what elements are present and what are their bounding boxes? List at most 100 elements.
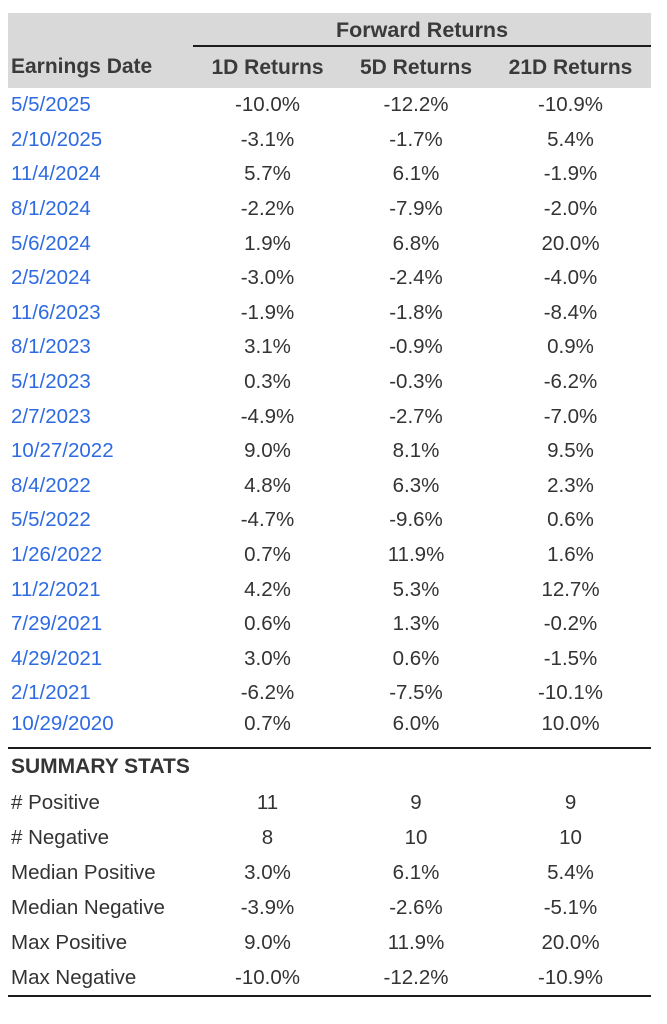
group-header-row: Forward Returns — [8, 13, 652, 47]
return-value-1d: -10.0% — [235, 93, 300, 117]
earnings-row: 5/5/2022 -4.7% -9.6% 0.6% — [8, 503, 651, 538]
summary-value-5d: 9 — [410, 791, 422, 815]
earnings-date-link[interactable]: 8/1/2023 — [11, 335, 91, 359]
return-value-21d: -7.0% — [543, 404, 598, 428]
return-value-5d: 11.9% — [387, 543, 445, 567]
summary-stat-row: Max Negative -10.0% -12.2% -10.9% — [8, 960, 652, 997]
return-value-21d: 1.6% — [547, 543, 594, 567]
earnings-date-cell: 10/29/2020 — [8, 711, 193, 748]
earnings-date-cell: 2/5/2024 — [8, 261, 193, 296]
summary-value-21d: -10.9% — [490, 960, 652, 997]
return-value-1d: -4.7% — [240, 508, 295, 532]
earnings-date-cell: 5/5/2025 — [8, 88, 193, 123]
return-value-21d: -1.5% — [543, 646, 598, 670]
return-value-5d: -1.8% — [389, 300, 443, 324]
return-value-1d: 0.3% — [244, 370, 291, 394]
earnings-date-cell: 5/6/2024 — [8, 226, 193, 261]
summary-value-1d: 9.0% — [244, 931, 291, 955]
earnings-date-cell: 5/5/2022 — [8, 503, 193, 538]
return-value-5d: -1.7% — [389, 127, 443, 151]
earnings-date-link[interactable]: 1/26/2022 — [11, 543, 103, 567]
earnings-date-link[interactable]: 11/6/2023 — [11, 300, 101, 324]
earnings-date-link[interactable]: 11/4/2024 — [11, 162, 101, 186]
earnings-date-link[interactable]: 2/5/2024 — [11, 266, 91, 290]
summary-stats-heading: SUMMARY STATS — [8, 746, 652, 786]
return-value-5d: -7.9% — [389, 197, 443, 221]
summary-value-1d: 8 — [261, 826, 274, 850]
return-value-5d: -0.9% — [389, 335, 443, 359]
summary-value-21d: 10 — [559, 826, 582, 850]
summary-stat-label: Median Positive — [11, 861, 156, 885]
summary-stat-label: Max Negative — [8, 960, 193, 997]
table-header: Forward Returns Earnings Date 1D Returns… — [8, 13, 652, 88]
summary-stat-label: # Positive — [11, 791, 100, 815]
return-value-1d: 3.0% — [244, 646, 291, 670]
return-value-5d: 6.0% — [392, 711, 440, 735]
return-value-5d: -12.2% — [383, 93, 449, 117]
earnings-date-link[interactable]: 7/29/2021 — [11, 612, 103, 636]
summary-stat-row: Max Positive 9.0% 11.9% 20.0% — [8, 926, 651, 961]
earnings-date-cell: 2/7/2023 — [8, 399, 193, 434]
return-value-21d: -1.9% — [543, 162, 598, 186]
earnings-row: 11/4/2024 5.7% 6.1% -1.9% — [8, 157, 651, 192]
earnings-row: 8/4/2022 4.8% 6.3% 2.3% — [8, 469, 651, 504]
earnings-row: 5/1/2023 0.3% -0.3% -6.2% — [8, 365, 651, 400]
return-value-1d: 0.7% — [244, 543, 291, 567]
earnings-row: 2/1/2021 -6.2% -7.5% -10.1% — [8, 676, 651, 711]
summary-stat-row: # Positive 11 9 9 — [8, 786, 651, 821]
earnings-date-cell: 8/1/2024 — [8, 192, 193, 227]
earnings-date-link[interactable]: 11/2/2021 — [11, 577, 101, 601]
column-header-row: Earnings Date 1D Returns 5D Returns 21D … — [8, 46, 652, 88]
earnings-date-link[interactable]: 2/7/2023 — [11, 404, 91, 428]
earnings-date-cell: 1/26/2022 — [8, 538, 193, 573]
return-value-21d: -8.4% — [543, 300, 598, 324]
earnings-date-link[interactable]: 2/1/2021 — [11, 681, 91, 705]
earnings-date-link[interactable]: 4/29/2021 — [11, 646, 103, 670]
forward-returns-group-header: Forward Returns — [193, 13, 652, 47]
column-header-earnings-date: Earnings Date — [8, 46, 193, 88]
header-corner-cell — [8, 13, 193, 46]
earnings-date-link[interactable]: 5/1/2023 — [11, 370, 91, 394]
earnings-date-cell: 5/1/2023 — [8, 365, 193, 400]
summary-value-21d: 20.0% — [541, 931, 600, 955]
earnings-row: 11/2/2021 4.2% 5.3% 12.7% — [8, 572, 651, 607]
column-header-21d-returns: 21D Returns — [490, 46, 652, 88]
summary-stat-row: Median Positive 3.0% 6.1% 5.4% — [8, 856, 651, 891]
return-value-1d: -4.9% — [240, 404, 295, 428]
earnings-date-link[interactable]: 10/29/2020 — [11, 711, 114, 735]
earnings-row: 1/26/2022 0.7% 11.9% 1.6% — [8, 538, 651, 573]
return-value-1d: -1.9% — [240, 300, 295, 324]
return-value-5d: -7.5% — [389, 681, 443, 705]
earnings-date-link[interactable]: 5/5/2025 — [11, 93, 91, 117]
summary-value-1d: 3.0% — [244, 861, 291, 885]
earnings-date-link[interactable]: 5/6/2024 — [11, 231, 91, 255]
earnings-date-cell: 11/4/2024 — [8, 157, 193, 192]
return-value-21d: -0.2% — [543, 612, 598, 636]
earnings-date-link[interactable]: 8/4/2022 — [11, 473, 91, 497]
return-value-21d: -10.9% — [538, 93, 603, 117]
return-value-21d: -10.1% — [538, 681, 603, 705]
forward-returns-table-container: Forward Returns Earnings Date 1D Returns… — [8, 13, 652, 997]
return-value-1d: -2.2% — [240, 197, 295, 221]
earnings-date-link[interactable]: 8/1/2024 — [11, 197, 91, 221]
earnings-row: 5/5/2025 -10.0% -12.2% -10.9% — [8, 88, 651, 123]
earnings-row: 10/29/2020 0.7% 6.0% 10.0% — [8, 711, 651, 748]
return-value-1d: 4.8% — [244, 473, 291, 497]
return-value-21d: 10.0% — [541, 711, 600, 735]
summary-stat-label: # Negative — [11, 826, 110, 850]
summary-stats-body: # Positive 11 9 9 # Negative 8 10 10 Median Posi… — [8, 786, 652, 997]
earnings-date-link[interactable]: 5/5/2022 — [11, 508, 91, 532]
return-value-5d: 6.3% — [392, 473, 440, 497]
earnings-rows-body: 5/5/2025 -10.0% -12.2% -10.9% 2/10/2025 -3.1%… — [8, 88, 651, 748]
earnings-date-link[interactable]: 10/27/2022 — [11, 439, 114, 463]
earnings-date-link[interactable]: 2/10/2025 — [11, 127, 103, 151]
return-value-1d: 1.9% — [244, 231, 291, 255]
return-value-1d: 5.7% — [244, 162, 291, 186]
forward-returns-table: Forward Returns Earnings Date 1D Returns… — [8, 13, 652, 997]
return-value-5d: -9.6% — [389, 508, 443, 532]
earnings-date-cell: 11/2/2021 — [8, 572, 193, 607]
return-value-1d: 4.2% — [244, 577, 291, 601]
return-value-1d: 0.7% — [244, 711, 291, 735]
column-header-1d-returns: 1D Returns — [193, 46, 342, 88]
return-value-21d: 20.0% — [541, 231, 600, 255]
